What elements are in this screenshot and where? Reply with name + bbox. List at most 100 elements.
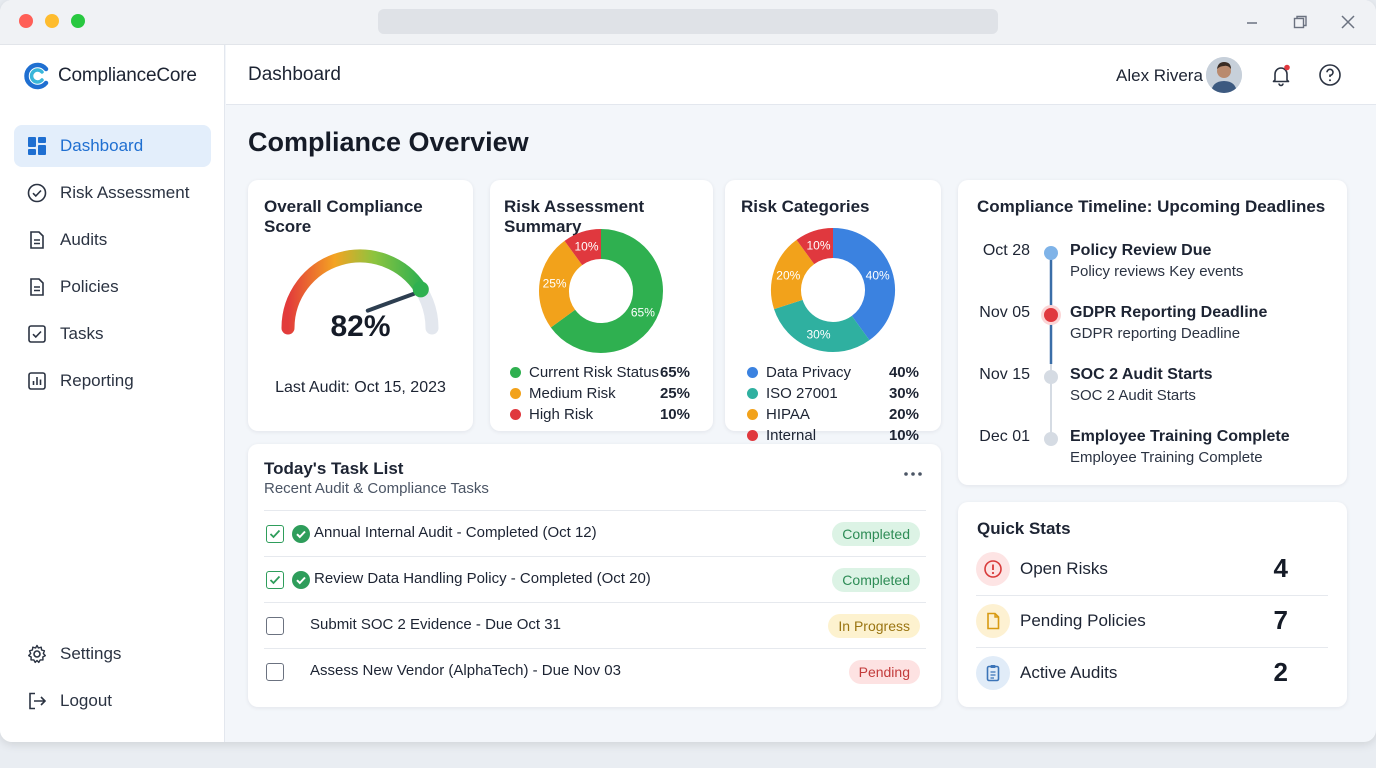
brand-logo[interactable]: ComplianceCore <box>22 61 197 91</box>
sidebar-item-label: Audits <box>60 230 108 249</box>
risk-summary-donut: 65% 25% 10% <box>539 229 663 353</box>
timeline-date: Nov 15 <box>979 366 1030 383</box>
title-bar <box>0 0 1376 45</box>
bell-icon[interactable] <box>1269 63 1293 87</box>
slice-label: 10% <box>574 239 598 253</box>
app-window: ComplianceCore Dashboard Risk Assessment… <box>0 0 1376 742</box>
sidebar-item-reporting[interactable]: Reporting <box>14 360 211 402</box>
score-value: 82% <box>330 310 391 343</box>
status-badge: In Progress <box>828 614 920 638</box>
zoom-window-button[interactable] <box>71 14 85 28</box>
legend-value: 30% <box>888 384 919 402</box>
donut-slice[interactable] <box>539 240 583 328</box>
legend-label: Internal <box>766 426 817 444</box>
card-title: Risk Categories <box>741 197 870 216</box>
compliance-score-card: Overall Compliance Score 82% Last Audit:… <box>248 180 473 431</box>
donut-slice[interactable] <box>564 229 602 266</box>
task-checkbox[interactable] <box>266 571 284 589</box>
task-row[interactable]: Submit SOC 2 Evidence - Due Oct 31 In Pr… <box>264 602 926 648</box>
document-icon <box>30 231 44 249</box>
donut-slice[interactable] <box>832 228 895 341</box>
sidebar-item-dashboard[interactable]: Dashboard <box>14 125 211 167</box>
minimize-icon[interactable] <box>1242 12 1262 32</box>
status-badge: Completed <box>832 522 920 546</box>
donut-slice[interactable] <box>550 229 663 353</box>
timeline-subtitle: GDPR reporting Deadline <box>1070 325 1241 342</box>
close-icon[interactable] <box>1338 12 1358 32</box>
stat-row-open-risks[interactable]: Open Risks 4 <box>976 544 1328 596</box>
task-list-subtitle: Recent Audit & Compliance Tasks <box>264 480 489 497</box>
task-checkbox[interactable] <box>266 663 284 681</box>
legend-item: Current Risk Status 65% <box>510 362 690 382</box>
legend-label: Medium Risk <box>529 384 616 402</box>
timeline-dot <box>1044 246 1058 260</box>
legend-swatch <box>747 366 758 378</box>
timeline-dot <box>1044 370 1058 384</box>
avatar[interactable] <box>1206 57 1242 93</box>
sidebar-item-logout[interactable]: Logout <box>14 680 211 722</box>
timeline-item[interactable]: Dec 01 Employee Training Complete Employ… <box>958 428 1348 478</box>
sidebar-item-settings[interactable]: Settings <box>14 633 211 675</box>
slice-label: 65% <box>631 305 655 319</box>
user-name[interactable]: Alex Rivera <box>1116 66 1203 85</box>
timeline-date: Nov 05 <box>979 304 1030 321</box>
legend-label: HIPAA <box>766 405 810 423</box>
donut-slice[interactable] <box>774 299 870 352</box>
slice-label: 30% <box>806 328 830 342</box>
minimize-window-button[interactable] <box>45 14 59 28</box>
donut-slice[interactable] <box>771 239 815 310</box>
sidebar-item-audits[interactable]: Audits <box>14 219 211 261</box>
status-badge: Completed <box>832 568 920 592</box>
stat-row-pending-policies[interactable]: Pending Policies 7 <box>976 596 1328 648</box>
legend-swatch <box>747 387 758 399</box>
stat-row-active-audits[interactable]: Active Audits 2 <box>976 648 1328 700</box>
check-circle-icon <box>292 571 310 589</box>
legend-value: 20% <box>888 405 919 423</box>
task-row[interactable]: Assess New Vendor (AlphaTech) - Due Nov … <box>264 648 926 694</box>
timeline-item[interactable]: Oct 28 Policy Review Due Policy reviews … <box>958 242 1348 292</box>
grid-icon <box>28 137 46 155</box>
legend-value: 10% <box>888 426 919 444</box>
donut-slice[interactable] <box>796 228 834 265</box>
top-header: Dashboard Alex Rivera <box>226 45 1376 105</box>
legend-item: HIPAA 20% <box>747 404 919 424</box>
legend-swatch <box>747 408 758 420</box>
restore-icon[interactable] <box>1290 12 1310 32</box>
task-list-title: Today's Task List <box>264 459 404 478</box>
task-checkbox[interactable] <box>266 617 284 635</box>
stat-value: 7 <box>1273 605 1288 635</box>
sidebar-item-risk-assessment[interactable]: Risk Assessment <box>14 172 211 214</box>
timeline-title: GDPR Reporting Deadline <box>1070 304 1268 321</box>
timeline-title: Policy Review Due <box>1070 242 1212 259</box>
legend-swatch <box>510 408 521 420</box>
timeline-subtitle: Policy reviews Key events <box>1070 263 1244 280</box>
timeline-item[interactable]: Nov 15 SOC 2 Audit Starts SOC 2 Audit St… <box>958 366 1348 416</box>
legend-label: ISO 27001 <box>766 384 838 402</box>
task-row[interactable]: Annual Internal Audit - Completed (Oct 1… <box>264 510 926 556</box>
more-options-icon[interactable] <box>903 466 923 476</box>
sidebar-item-policies[interactable]: Policies <box>14 266 211 308</box>
sidebar-item-label: Tasks <box>60 324 104 343</box>
card-title: Overall Compliance Score <box>264 197 423 236</box>
timeline-item[interactable]: Nov 05 GDPR Reporting Deadline GDPR repo… <box>958 304 1348 354</box>
header-title: Dashboard <box>248 64 341 85</box>
help-icon[interactable] <box>1318 63 1342 87</box>
alert-circle-icon <box>976 552 1010 586</box>
sidebar-item-label: Logout <box>60 691 112 710</box>
task-checkbox[interactable] <box>266 525 284 543</box>
close-window-button[interactable] <box>19 14 33 28</box>
task-row[interactable]: Review Data Handling Policy - Completed … <box>264 556 926 602</box>
timeline-title: Employee Training Complete <box>1070 428 1290 445</box>
document-icon <box>30 278 44 296</box>
gauge-needle <box>365 291 416 313</box>
slice-label: 25% <box>543 277 567 291</box>
legend-label: High Risk <box>529 405 594 423</box>
slice-label: 10% <box>806 238 830 252</box>
stat-value: 2 <box>1273 657 1288 687</box>
legend-item: Internal 10% <box>747 425 919 445</box>
sidebar-item-tasks[interactable]: Tasks <box>14 313 211 355</box>
address-bar[interactable] <box>378 9 998 34</box>
sidebar-item-label: Risk Assessment <box>60 183 190 202</box>
bar-chart-icon <box>28 372 46 390</box>
slice-label: 40% <box>866 269 890 283</box>
